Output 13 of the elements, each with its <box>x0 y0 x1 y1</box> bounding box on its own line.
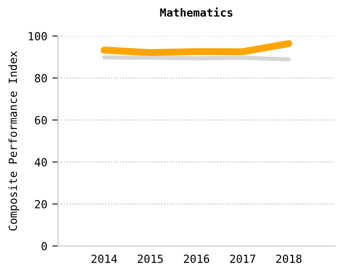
y-tick-label: 80 <box>34 74 47 82</box>
x-tick-label: 2014 <box>92 254 118 263</box>
x-tick-label: 2018 <box>276 254 302 263</box>
x-tick-label: 2015 <box>138 254 163 263</box>
y-tick-label: 40 <box>34 158 47 166</box>
y-axis-title: Composite Performance Index <box>8 51 20 231</box>
x-tick-label: 2017 <box>230 254 256 263</box>
y-tick-label: 60 <box>34 116 47 124</box>
y-tick-label: 20 <box>35 200 47 208</box>
y-tick-label: 0 <box>42 242 47 250</box>
y-tick-label: 100 <box>28 32 47 40</box>
x-tick-label: 2016 <box>184 254 210 263</box>
chart-title: Mathematics <box>160 8 232 17</box>
